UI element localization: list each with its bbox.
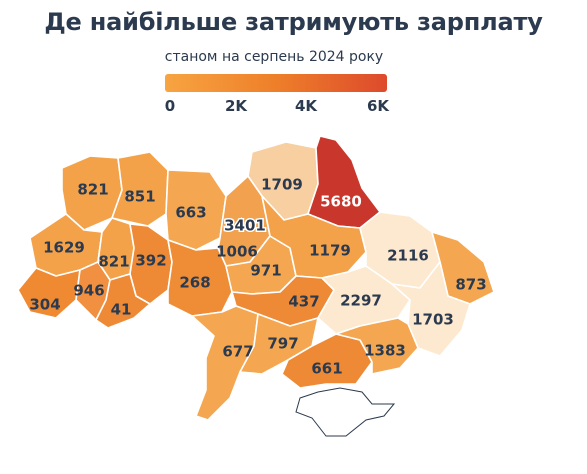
crimea-outline xyxy=(295,387,396,437)
value-dnipropetrovsk: 2297 xyxy=(340,292,382,310)
color-scale-bar xyxy=(165,74,387,92)
map-subtitle: станом на серпень 2024 року xyxy=(164,49,384,65)
value-chernihiv: 1709 xyxy=(261,176,303,194)
region-donetsk[interactable] xyxy=(391,261,471,357)
value-chernivtsi: 41 xyxy=(111,301,132,319)
value-kherson: 661 xyxy=(311,360,342,378)
value-ternopil: 821 xyxy=(98,253,129,271)
value-rivne: 851 xyxy=(124,188,155,206)
value-donetsk: 1703 xyxy=(412,311,454,329)
region-chernivtsi[interactable] xyxy=(95,273,151,329)
region-sumy[interactable] xyxy=(307,135,381,229)
value-kyiv-oblast: 1006 xyxy=(216,243,258,261)
value-kirovohrad: 437 xyxy=(288,293,319,311)
value-vinnytsia: 268 xyxy=(179,274,210,292)
value-lviv: 1629 xyxy=(43,239,85,257)
value-poltava: 1179 xyxy=(309,242,351,260)
map-title: Де найбільше затримують зарплату xyxy=(44,8,543,36)
value-cherkasy: 971 xyxy=(250,262,281,280)
region-khmelnytskyi[interactable] xyxy=(129,223,173,305)
region-zhytomyr[interactable] xyxy=(165,169,227,251)
scale-label-0: 0 xyxy=(164,97,176,115)
region-zaporizhzhia[interactable] xyxy=(335,317,419,375)
scale-label-6k: 6K xyxy=(366,97,390,115)
value-zaporizhzhia: 1383 xyxy=(364,342,406,360)
value-ivano-frankivsk: 946 xyxy=(73,282,104,300)
value-volyn: 821 xyxy=(77,181,108,199)
value-kyiv-city: 3401 xyxy=(224,217,266,235)
value-sumy: 5680 xyxy=(320,193,362,211)
region-odesa[interactable] xyxy=(191,305,259,421)
region-rivne[interactable] xyxy=(111,151,169,227)
region-kherson[interactable] xyxy=(281,333,373,389)
value-odesa: 677 xyxy=(222,343,253,361)
value-khmelnytskyi: 392 xyxy=(135,252,166,270)
value-mykolaiv: 797 xyxy=(267,335,298,353)
value-zakarpattia: 304 xyxy=(29,296,60,314)
value-zhytomyr: 663 xyxy=(175,204,206,222)
value-luhansk: 873 xyxy=(455,276,486,294)
value-kharkiv: 2116 xyxy=(387,247,429,265)
scale-label-2k: 2K xyxy=(224,97,248,115)
scale-label-4k: 4K xyxy=(294,97,318,115)
